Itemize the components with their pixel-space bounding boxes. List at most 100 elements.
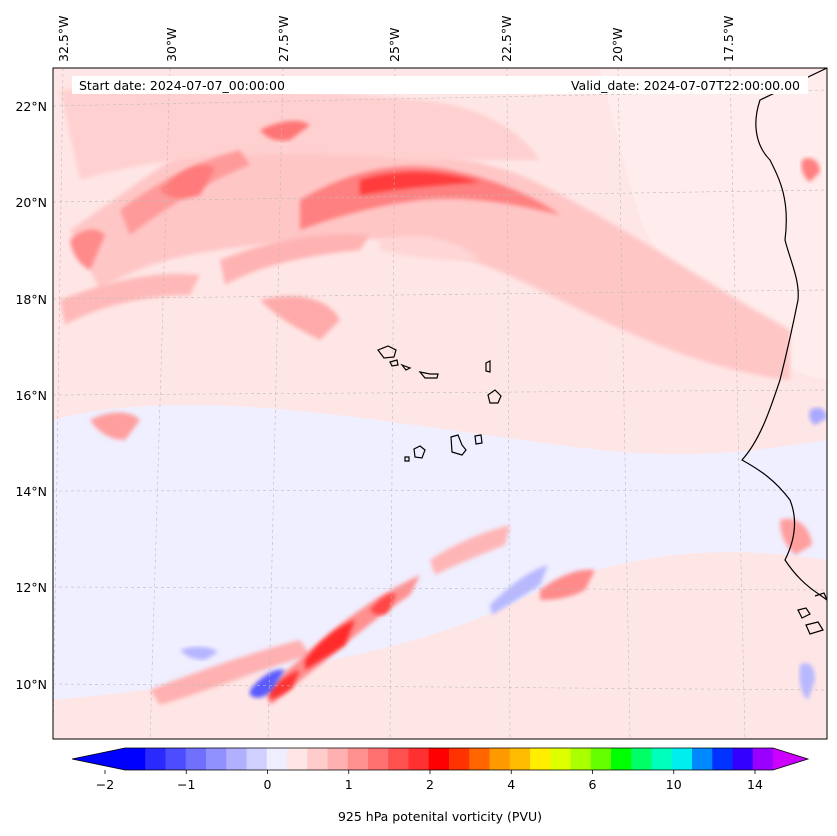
map-frame <box>52 67 828 740</box>
cape-verde-island <box>413 445 426 459</box>
lat-label: 20°N <box>15 195 47 210</box>
coastlines <box>377 68 827 635</box>
pv-streak <box>220 233 370 285</box>
colorbar-cell <box>185 748 207 770</box>
pv-negative-patch <box>180 646 218 660</box>
colorbar-cell <box>732 748 754 770</box>
colorbar-cell <box>246 748 268 770</box>
pv-pale-region <box>53 404 827 700</box>
lon-label: 30°W <box>164 27 179 62</box>
colorbar-cell <box>671 748 693 770</box>
cape-verde-island <box>450 434 467 456</box>
colorbar-cell <box>307 748 328 770</box>
colorbar-cell <box>469 748 490 770</box>
pv-southern-core <box>270 670 300 700</box>
pv-southern-core <box>370 593 396 615</box>
gridlines <box>53 68 827 739</box>
colorbar-tick-label: 0 <box>264 777 272 792</box>
colorbar-cell <box>226 748 247 770</box>
colorbar-cell <box>368 748 389 770</box>
lon-label: 32.5°W <box>56 16 71 62</box>
pv-streak <box>260 120 310 141</box>
start-date-text: Start date: 2024-07-07_00:00:00 <box>79 78 285 93</box>
colorbar-cell <box>509 748 531 770</box>
africa-coastline <box>741 68 827 601</box>
lon-label: 27.5°W <box>276 16 291 62</box>
colorbar-outline <box>71 747 810 771</box>
colorbar-cell <box>347 748 369 770</box>
colorbar-cell <box>388 748 409 770</box>
colorbar-cell <box>712 748 733 770</box>
pv-streak <box>260 296 340 340</box>
colorbar-cell <box>550 748 571 770</box>
colorbar-cell <box>530 748 551 770</box>
pv-negative-patch <box>799 663 815 700</box>
pv-southern-band <box>430 525 510 575</box>
colorbar-cell <box>570 748 592 770</box>
lon-label: 20°W <box>610 27 625 62</box>
colorbar-cell <box>449 748 470 770</box>
cape-verde-island <box>474 434 483 445</box>
pv-moderate-band <box>60 85 540 180</box>
colorbar: −2 −1 0 1 2 4 6 10 14 925 hPa potenital vorticit… <box>71 747 810 824</box>
lat-label: 12°N <box>15 580 47 595</box>
colorbar-tick-label: 4 <box>507 777 515 792</box>
colorbar-cell <box>428 748 450 770</box>
pv-strong-band <box>360 171 480 195</box>
colorbar-tick-label: 1 <box>345 777 353 792</box>
lat-label: 10°N <box>15 677 47 692</box>
lon-label: 25°W <box>387 27 402 62</box>
colorbar-tick-label: 14 <box>747 777 763 792</box>
colorbar-tick-label: 6 <box>589 777 597 792</box>
pv-southern-core <box>305 620 355 670</box>
lat-label: 16°N <box>15 388 47 403</box>
map-area <box>52 67 828 740</box>
colorbar-cell <box>327 748 349 770</box>
colorbar-over-arrow <box>773 748 808 770</box>
pv-streak <box>90 412 140 440</box>
colorbar-tick-label: 10 <box>666 777 682 792</box>
cape-verde-island <box>400 363 412 371</box>
valid-date-text: Valid_date: 2024-07-07T22:00:00.00 <box>571 78 800 93</box>
colorbar-cell <box>752 748 774 770</box>
pv-field <box>53 70 827 705</box>
pv-streak <box>60 273 200 325</box>
header-box <box>72 76 808 94</box>
pv-negative-patch <box>250 669 285 698</box>
cape-verde-island <box>404 456 410 462</box>
lon-label: 17.5°W <box>721 16 736 62</box>
colorbar-cell <box>692 748 713 770</box>
colorbar-cell <box>489 748 511 770</box>
pv-streak <box>70 229 105 270</box>
cape-verde-island <box>389 359 399 367</box>
colorbar-ticks: −2 −1 0 1 2 4 6 10 14 <box>96 770 763 792</box>
pv-streak <box>160 165 215 199</box>
cape-verde-island <box>418 371 439 379</box>
pv-southern-band <box>540 569 595 600</box>
cape-verde-island <box>487 389 502 404</box>
pv-streak <box>380 236 480 261</box>
pv-positive-patch <box>801 158 820 182</box>
colorbar-cell <box>206 748 227 770</box>
lat-label: 18°N <box>15 292 47 307</box>
colorbar-title: 925 hPa potenital vorticity (PVU) <box>338 809 542 824</box>
pv-negative-patch <box>809 407 827 425</box>
pv-positive-patch <box>780 518 812 555</box>
colorbar-under-arrow <box>72 748 125 770</box>
colorbar-cell <box>266 748 288 770</box>
colorbar-cell <box>145 748 166 770</box>
cape-verde-island <box>485 360 491 373</box>
colorbar-cells <box>125 748 774 770</box>
lat-label: 14°N <box>15 484 47 499</box>
colorbar-cell <box>408 748 430 770</box>
pv-moderate-band <box>70 120 790 380</box>
colorbar-cell <box>631 748 652 770</box>
pv-negative-patch <box>490 565 548 615</box>
colorbar-cell <box>590 748 612 770</box>
colorbar-cell <box>125 748 146 770</box>
latitude-labels: 22°N 20°N 18°N 16°N 14°N 12°N 10°N <box>15 99 47 692</box>
colorbar-tick-label: −1 <box>177 777 195 792</box>
colorbar-cell <box>165 748 187 770</box>
pv-pale-region <box>600 70 827 380</box>
